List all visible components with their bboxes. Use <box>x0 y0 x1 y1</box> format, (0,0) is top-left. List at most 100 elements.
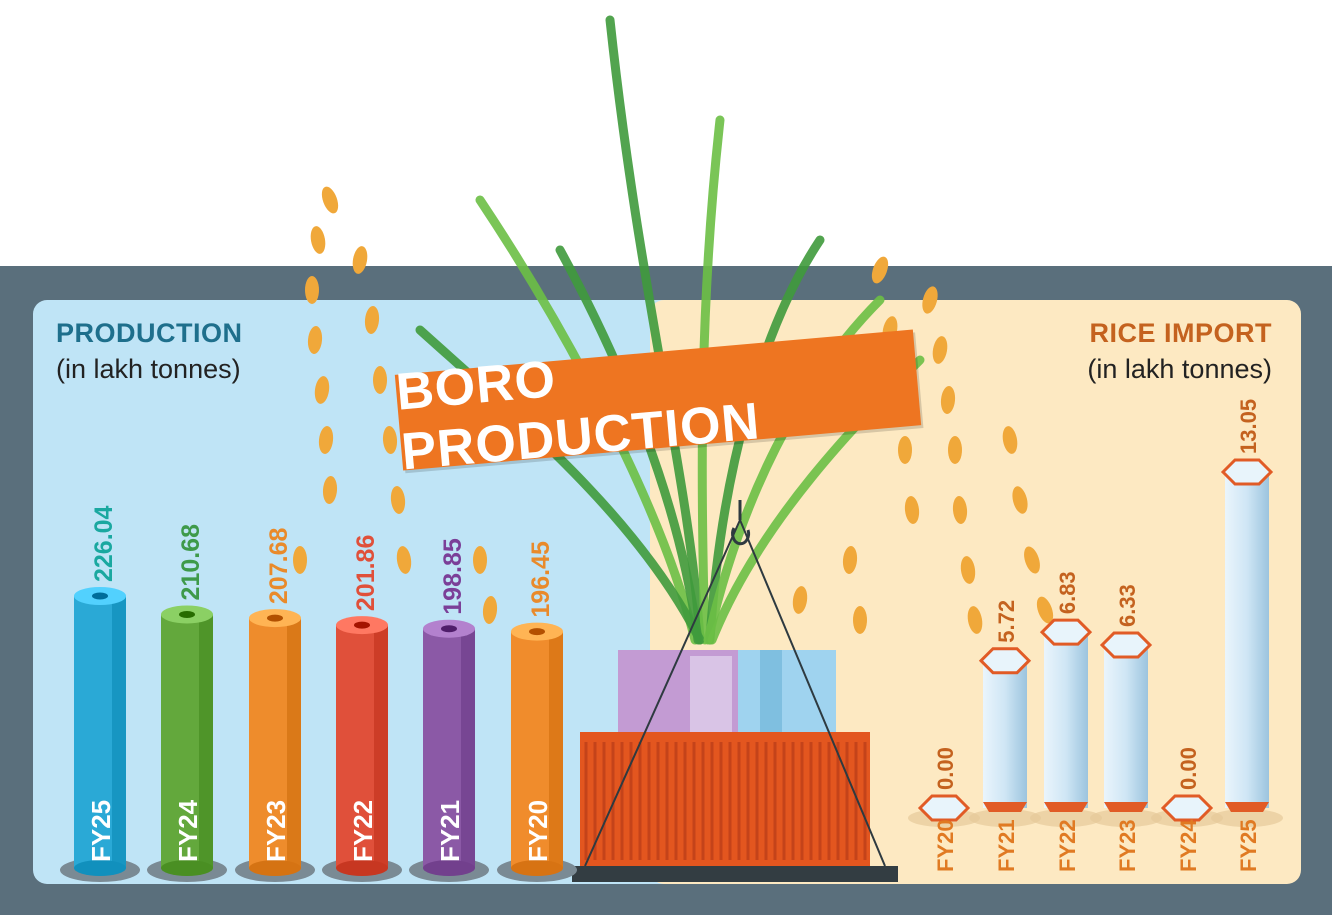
category-label: FY21 <box>435 800 465 862</box>
value-label: 0.00 <box>1176 747 1201 790</box>
bar-top <box>1099 631 1153 659</box>
rice-grain <box>1002 426 1018 454</box>
bar-body <box>983 660 1027 808</box>
bar-side-shade <box>549 631 563 868</box>
rice-grain <box>321 186 339 214</box>
rice-grain <box>952 496 968 524</box>
category-label: FY23 <box>261 800 291 862</box>
bar-top <box>1039 618 1093 646</box>
bar-bottom <box>74 860 126 876</box>
import-title: RICE IMPORT <box>1089 318 1272 348</box>
bar-side-shade <box>112 596 126 868</box>
rice-grain <box>1012 486 1028 514</box>
rice-grain <box>307 326 323 354</box>
value-label: 201.86 <box>352 535 380 611</box>
production-bar-fy23: FY23 207.68 <box>235 528 315 882</box>
bar-body <box>1225 472 1269 808</box>
bar-top-hole <box>92 592 108 600</box>
rice-grain <box>967 606 983 634</box>
rice-grain <box>842 546 858 574</box>
rice-grain <box>382 426 398 454</box>
bar-shadow <box>1030 809 1102 827</box>
category-label: FY25 <box>1236 819 1261 872</box>
category-label: FY21 <box>994 819 1019 872</box>
bar-shadow <box>1211 809 1283 827</box>
production-title: PRODUCTION <box>56 318 243 348</box>
value-label: 198.85 <box>439 538 467 615</box>
rice-grain <box>898 436 912 464</box>
rice-grain <box>364 306 380 334</box>
bar-side-shade <box>461 628 475 868</box>
bar-base <box>983 802 1027 812</box>
bar-top-hole <box>267 614 283 622</box>
value-label: 5.72 <box>994 600 1019 643</box>
production-bar-fy20: FY20 196.45 <box>497 541 577 882</box>
rice-grain <box>322 476 338 504</box>
value-label: 6.83 <box>1055 571 1080 614</box>
production-unit: (in lakh tonnes) <box>56 354 241 384</box>
rice-grain <box>1036 596 1054 624</box>
bar-body <box>1044 632 1088 808</box>
value-label: 207.68 <box>265 528 293 605</box>
rice-grain <box>853 606 867 634</box>
value-label: 0.00 <box>933 747 958 790</box>
bar-top <box>978 647 1032 675</box>
rice-grain <box>871 256 889 284</box>
bar-shadow <box>1090 809 1162 827</box>
rice-grain <box>482 596 498 624</box>
cargo-container <box>572 500 898 882</box>
bar-base <box>1225 802 1269 812</box>
bar-top <box>1220 458 1274 486</box>
rice-grain <box>352 246 368 274</box>
rice-grain <box>390 486 406 514</box>
bar-side-shade <box>199 614 213 868</box>
category-label: FY24 <box>1176 819 1201 872</box>
category-label: FY24 <box>173 799 203 862</box>
category-label: FY22 <box>1055 819 1080 872</box>
rice-grain <box>948 436 962 464</box>
bar-side-shade <box>374 625 388 868</box>
production-bar-fy25: FY25 226.04 <box>60 505 140 882</box>
rice-grain <box>305 276 319 304</box>
bar-top-hole <box>354 621 370 629</box>
import-bar-fy21: FY21 5.72 <box>969 600 1041 872</box>
bar-top-hole <box>179 610 195 618</box>
category-label: FY20 <box>933 819 958 872</box>
rice-grain <box>318 426 334 454</box>
import-bar-fy22: FY22 6.83 <box>1030 571 1102 872</box>
rice-grain <box>314 376 330 404</box>
value-label: 210.68 <box>177 524 205 601</box>
bar-shadow <box>969 809 1041 827</box>
rice-leaf <box>415 325 705 645</box>
bar-top-hole <box>529 628 545 636</box>
category-label: FY25 <box>86 800 116 862</box>
bar-body <box>1104 645 1148 808</box>
rice-grain <box>310 226 326 254</box>
rice-grain <box>960 556 976 584</box>
bar-bottom <box>161 860 213 876</box>
rice-grain <box>940 386 956 414</box>
bar-base <box>1104 802 1148 812</box>
value-label: 196.45 <box>527 541 555 618</box>
category-label: FY22 <box>348 800 378 862</box>
production-bars: FY25 226.04 FY24 210.68 FY23 207.68 FY22 201.86… <box>60 505 577 882</box>
rice-grain <box>396 546 412 574</box>
bar-bottom <box>249 860 301 876</box>
rice-grain <box>373 366 387 394</box>
import-bar-fy20: FY20 0.00 <box>908 747 980 872</box>
category-label: FY20 <box>523 800 553 862</box>
rice-grain <box>293 546 307 574</box>
rice-grain <box>904 496 920 524</box>
import-bar-fy23: FY23 6.33 <box>1090 584 1162 872</box>
bar-base <box>1044 802 1088 812</box>
rice-grain <box>792 586 808 614</box>
value-label: 226.04 <box>90 505 118 582</box>
value-label: 6.33 <box>1115 584 1140 627</box>
bar-side-shade <box>287 618 301 868</box>
bar-bottom <box>511 860 563 876</box>
bar-top-hole <box>441 625 457 633</box>
bar-bottom <box>423 860 475 876</box>
rice-grain <box>932 336 948 364</box>
